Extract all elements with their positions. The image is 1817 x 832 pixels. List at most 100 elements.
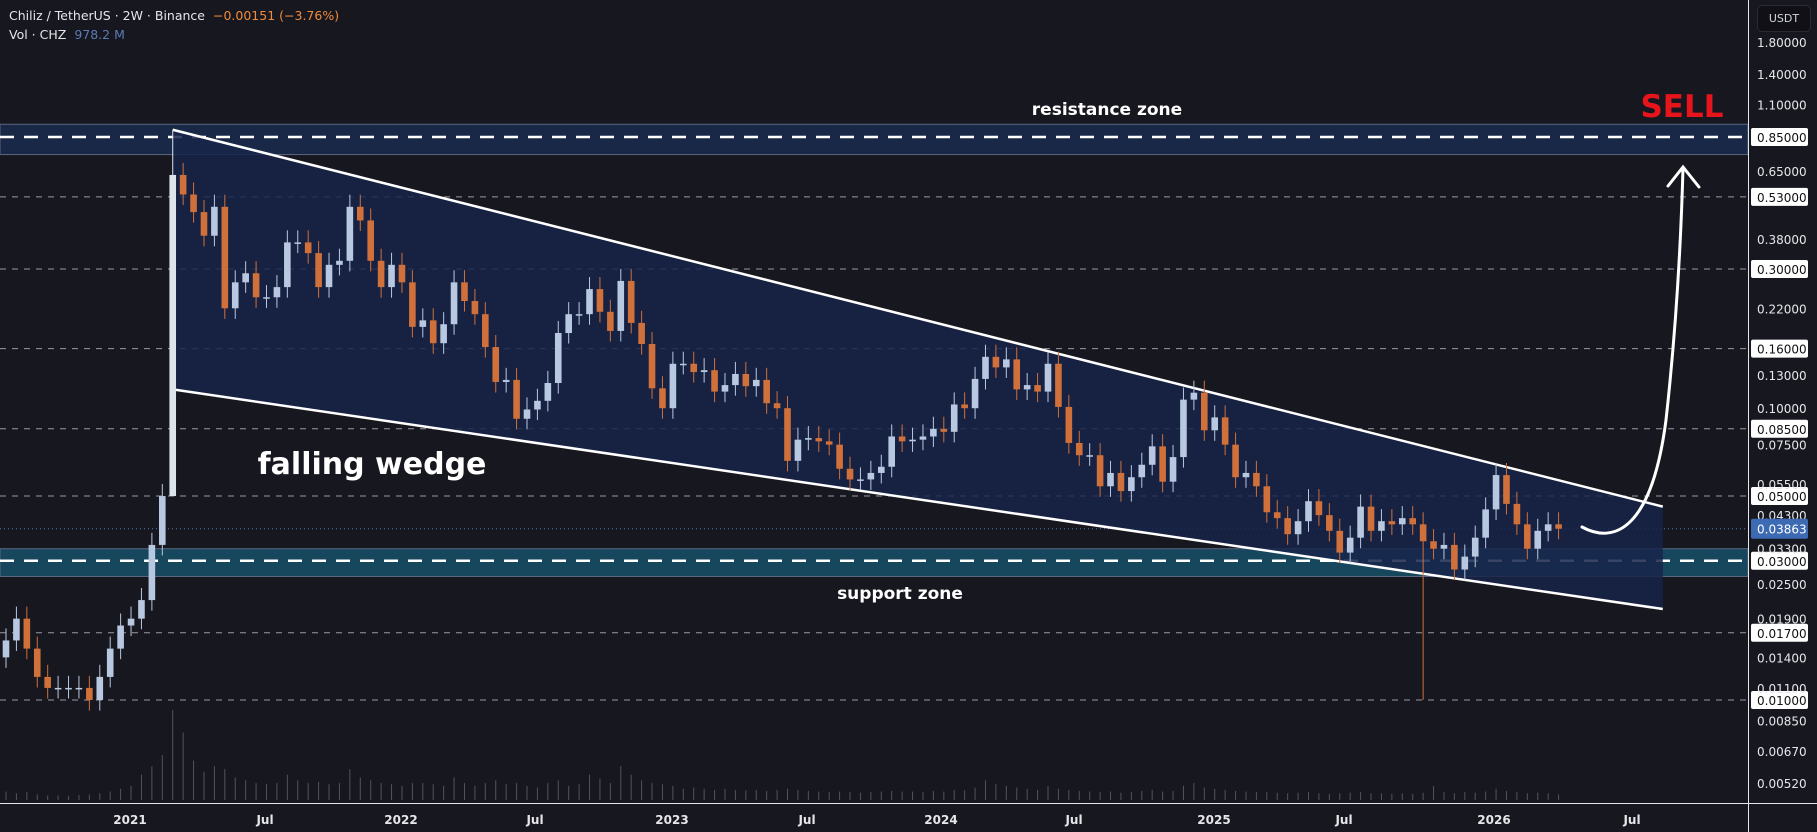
time-axis[interactable]: 2021 Jul 2022 Jul 2023 Jul 2024 Jul 2025 Jul 2026 J… xyxy=(113,813,1640,827)
candle-down xyxy=(1409,518,1416,525)
volume-bar xyxy=(266,784,267,800)
candle-down xyxy=(1096,455,1104,487)
candle-up xyxy=(909,439,916,442)
currency-button[interactable]: USDT xyxy=(1757,5,1811,32)
candle-down xyxy=(1503,475,1510,504)
volume-bar xyxy=(88,794,90,800)
candle-up xyxy=(523,409,531,419)
candle-down xyxy=(190,194,197,213)
wedge-lower-line xyxy=(172,388,1663,611)
price-axis-label: 0.22000 xyxy=(1757,302,1807,316)
time-axis-label: 2024 xyxy=(924,813,957,827)
time-axis-label: Jul xyxy=(1334,813,1352,827)
volume-bar xyxy=(1224,789,1226,800)
volume-bar xyxy=(797,789,799,800)
volume-bar xyxy=(766,791,768,800)
volume-bar xyxy=(1078,791,1080,800)
volume-bar xyxy=(1016,787,1018,800)
candle-up xyxy=(242,273,249,283)
volume-bar xyxy=(839,791,841,800)
volume-bar xyxy=(859,792,861,800)
candle-down xyxy=(252,273,260,298)
volume-bar xyxy=(536,787,538,800)
volume-bar xyxy=(505,784,507,800)
candle-up xyxy=(263,297,270,299)
volume-bar xyxy=(682,788,684,800)
volume-bar xyxy=(15,793,17,800)
candle-up xyxy=(1482,509,1489,538)
volume-bar xyxy=(1505,791,1507,800)
volume-bar xyxy=(1453,793,1455,800)
volume-bar xyxy=(443,785,445,800)
volume-bar xyxy=(203,771,205,800)
candle-down xyxy=(409,282,416,327)
price-axis-label: 0.00520 xyxy=(1757,777,1807,791)
volume-bar xyxy=(463,783,465,800)
candle-down xyxy=(1419,524,1427,542)
candle-up xyxy=(1169,457,1177,482)
volume-bar xyxy=(995,784,997,800)
candle-up xyxy=(534,400,541,410)
candle-up xyxy=(1461,556,1469,570)
volume-bar xyxy=(568,785,570,800)
price-change: −0.00151 (−3.76%) xyxy=(213,8,340,23)
candle-up xyxy=(346,206,354,261)
volume-bar xyxy=(734,789,736,800)
volume-bar xyxy=(1255,792,1257,800)
candle-up xyxy=(1378,521,1385,531)
volume-bar xyxy=(1057,788,1059,800)
candle-up xyxy=(617,280,625,331)
symbol-title[interactable]: Chiliz / TetherUS · 2W · Binance xyxy=(9,8,205,23)
candle-down xyxy=(492,347,500,382)
candle-up xyxy=(1534,530,1542,549)
level-badge-label: 0.01000 xyxy=(1757,694,1807,708)
volume-bar xyxy=(1099,792,1101,800)
support-zone-label: support zone xyxy=(837,584,963,604)
level-badge-label: 0.05000 xyxy=(1757,490,1807,504)
candle-down xyxy=(1232,444,1239,478)
price-axis-label: 0.01100 xyxy=(1757,682,1807,696)
candle-down xyxy=(815,438,823,442)
candle-down xyxy=(1451,544,1458,570)
volume-bar xyxy=(1474,792,1476,800)
volume-bar xyxy=(1172,791,1174,800)
volume-bar xyxy=(1120,792,1122,800)
volume-bar xyxy=(1433,785,1435,800)
candle-down xyxy=(836,444,843,469)
candle-up xyxy=(669,363,677,409)
volume-bar xyxy=(1443,792,1445,800)
time-axis-label: Jul xyxy=(525,813,543,827)
candle-up xyxy=(106,648,114,677)
candle-up xyxy=(1148,446,1156,465)
price-axis[interactable]: 0.85000 0.53000 0.30000 0.16000 0.08500 0.050… xyxy=(1751,36,1808,791)
volume-bar xyxy=(787,788,788,800)
volume-bar xyxy=(78,794,80,800)
volume-bar xyxy=(213,766,215,800)
time-axis-label: 2022 xyxy=(384,813,417,827)
volume-bar xyxy=(755,789,757,800)
level-badge xyxy=(1751,419,1808,438)
candle-down xyxy=(1034,385,1041,392)
volume-bar xyxy=(1068,789,1070,800)
volume-bar xyxy=(1276,792,1278,800)
candle-down xyxy=(1336,530,1344,553)
candle-down xyxy=(711,370,718,392)
volume-label[interactable]: Vol · CHZ xyxy=(9,27,67,42)
candle-up xyxy=(440,324,447,344)
candle-down xyxy=(607,311,614,331)
candle-up xyxy=(1128,477,1135,492)
volume-bar xyxy=(724,788,726,800)
volume-bar xyxy=(1026,788,1028,800)
candle-up xyxy=(586,289,593,315)
candle-up xyxy=(1003,359,1010,368)
volume-bar xyxy=(714,789,716,800)
volume-bar xyxy=(703,788,705,800)
candle-down xyxy=(1388,521,1396,525)
level-badge-label: 0.03000 xyxy=(1757,555,1807,569)
price-axis-label: 0.07500 xyxy=(1757,439,1807,453)
volume-bar xyxy=(984,780,986,800)
candle-down xyxy=(1524,524,1531,549)
time-axis-label: Jul xyxy=(1064,813,1082,827)
candle-down xyxy=(1367,506,1375,531)
